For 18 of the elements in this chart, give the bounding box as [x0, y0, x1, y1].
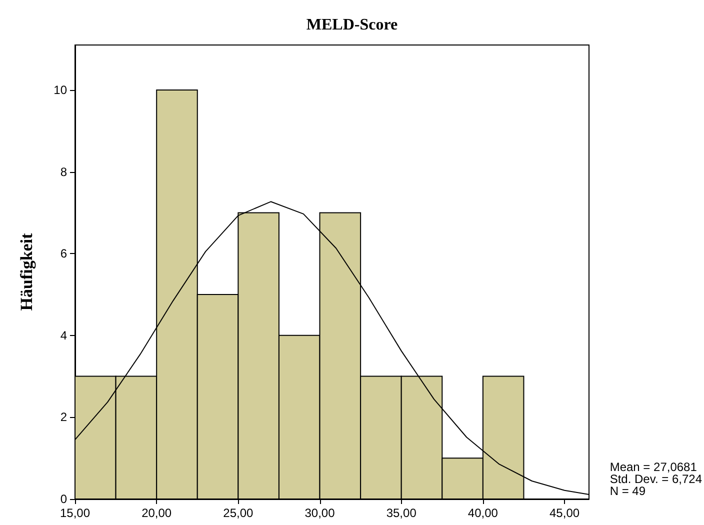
y-tick-label: 0: [60, 492, 68, 506]
x-tick-label: 35,00: [386, 506, 417, 520]
x-tick-label: 40,00: [468, 506, 498, 520]
y-tick-label: 6: [60, 246, 68, 261]
x-tick-label: 15,00: [60, 506, 90, 520]
x-tick-label: 30,00: [304, 506, 336, 520]
x-tick-label: 45,00: [550, 506, 580, 520]
y-tick-label: 8: [60, 164, 68, 179]
y-tick-label: 2: [60, 410, 68, 424]
y-tick-label: 10: [54, 82, 68, 97]
x-tick-label: 20,00: [142, 506, 172, 520]
text: N = 49: [610, 484, 646, 498]
chart-title: MELD-Score: [306, 16, 398, 34]
y-axis-title: Häufigkeit: [17, 232, 36, 311]
text: Std. Dev. = 6,724: [610, 472, 702, 486]
y-tick-label: 4: [60, 328, 68, 342]
x-tick-label: 25,00: [223, 506, 254, 520]
text: Mean = 27,0681: [610, 460, 698, 474]
